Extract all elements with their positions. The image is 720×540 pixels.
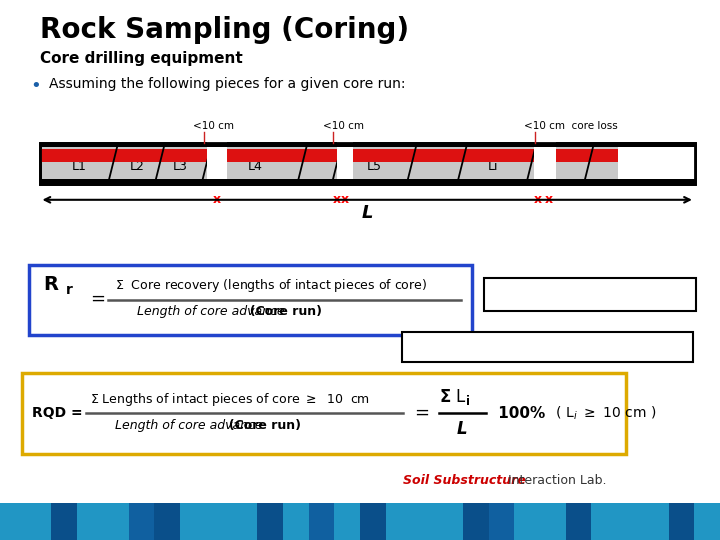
Bar: [386, 503, 411, 540]
Bar: [40, 143, 695, 147]
Bar: [437, 503, 463, 540]
Text: Assuming the following pieces for a given core run:: Assuming the following pieces for a give…: [49, 77, 405, 91]
Bar: [51, 503, 77, 540]
Text: r: r: [66, 283, 73, 297]
Bar: [484, 278, 696, 310]
Text: (Core run): (Core run): [241, 305, 323, 318]
Text: $\Sigma$ Lengths of intact pieces of core $\geq$  10  cm: $\Sigma$ Lengths of intact pieces of cor…: [90, 391, 370, 408]
Text: <10 cm: <10 cm: [323, 121, 364, 131]
Text: L: L: [457, 420, 467, 437]
Bar: [411, 503, 437, 540]
Bar: [566, 503, 591, 540]
Text: ( L$_i$ $\geq$ 10 cm ): ( L$_i$ $\geq$ 10 cm ): [547, 404, 657, 422]
Bar: [463, 503, 489, 540]
Text: Li: Li: [488, 159, 498, 173]
Text: Interaction Lab.: Interaction Lab.: [504, 474, 606, 487]
Bar: [0, 503, 26, 540]
Text: Ln: Ln: [641, 159, 655, 173]
Bar: [283, 503, 309, 540]
Text: $\Sigma$  Core recovery (lengths of intact pieces of core): $\Sigma$ Core recovery (lengths of intac…: [115, 278, 428, 294]
Text: L2: L2: [130, 159, 144, 173]
Bar: [77, 503, 103, 540]
Bar: [540, 503, 566, 540]
Bar: [617, 503, 643, 540]
Bar: [309, 503, 334, 540]
Text: L: L: [361, 204, 373, 222]
Bar: [180, 503, 206, 540]
Bar: [40, 179, 695, 184]
Bar: [40, 149, 695, 162]
Bar: [337, 141, 353, 185]
Bar: [694, 503, 720, 540]
Bar: [29, 265, 472, 335]
Text: L3: L3: [173, 159, 187, 173]
Bar: [618, 143, 695, 184]
Text: x: x: [544, 193, 553, 206]
Text: <10 cm  core loss: <10 cm core loss: [524, 121, 618, 131]
Bar: [591, 503, 617, 540]
Text: 100%: 100%: [493, 406, 546, 421]
Bar: [257, 503, 283, 540]
Text: Recovery Ratio, R$_r$: Recovery Ratio, R$_r$: [510, 285, 670, 304]
Text: Soil Substructure: Soil Substructure: [403, 474, 526, 487]
Text: Length of core advance: Length of core advance: [115, 418, 263, 431]
Text: x: x: [212, 193, 221, 206]
Text: L5: L5: [367, 159, 382, 173]
Bar: [40, 143, 695, 184]
Bar: [402, 332, 693, 362]
Bar: [334, 503, 360, 540]
Bar: [360, 503, 386, 540]
Text: L1: L1: [72, 159, 86, 173]
Bar: [129, 503, 154, 540]
Text: Length of core advance: Length of core advance: [137, 305, 284, 318]
Text: Rock Sampling (Coring): Rock Sampling (Coring): [40, 16, 409, 44]
Text: <10 cm: <10 cm: [193, 121, 234, 131]
Bar: [207, 141, 227, 185]
Text: L4: L4: [248, 159, 263, 173]
Text: =: =: [90, 289, 105, 308]
Bar: [514, 503, 540, 540]
Text: R: R: [43, 275, 58, 294]
Bar: [26, 503, 51, 540]
Text: (Core run): (Core run): [220, 418, 301, 431]
Text: •: •: [30, 77, 41, 94]
Bar: [154, 503, 180, 540]
Bar: [206, 503, 231, 540]
Bar: [489, 503, 514, 540]
Text: x: x: [534, 193, 542, 206]
Text: =: =: [414, 404, 429, 422]
Text: Rock Quality Designation, RQD: Rock Quality Designation, RQD: [427, 340, 668, 354]
Text: RQD =: RQD =: [32, 406, 83, 420]
Text: Core drilling equipment: Core drilling equipment: [40, 51, 243, 66]
Bar: [231, 503, 257, 540]
Bar: [22, 373, 626, 454]
Bar: [643, 503, 669, 540]
Text: $\mathbf{\Sigma}$ L$_\mathbf{i}$: $\mathbf{\Sigma}$ L$_\mathbf{i}$: [439, 387, 470, 407]
Text: x: x: [341, 193, 349, 206]
Bar: [103, 503, 129, 540]
Bar: [534, 141, 556, 185]
Bar: [40, 143, 695, 184]
Text: x: x: [333, 193, 341, 206]
Bar: [669, 503, 694, 540]
